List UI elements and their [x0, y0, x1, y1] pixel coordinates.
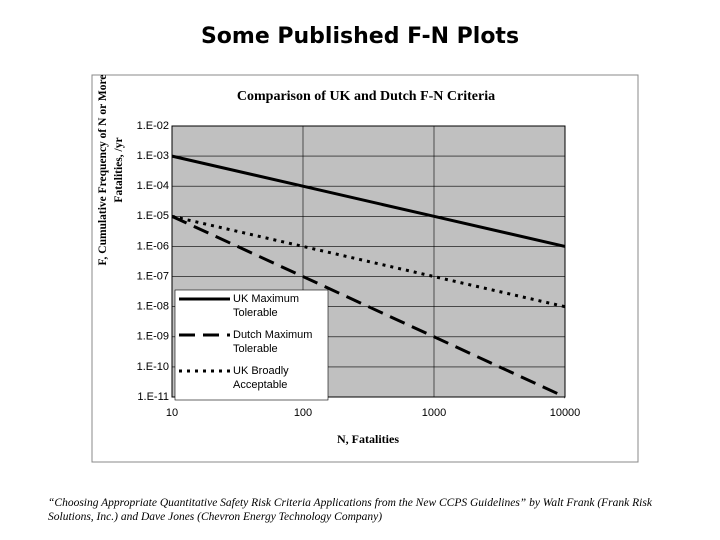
chart-title: Comparison of UK and Dutch F-N Criteria	[237, 89, 495, 104]
y-axis-label-box: F, Cumulative Frequency of N or More Fat…	[97, 74, 125, 266]
slide-title: Some Published F-N Plots	[200, 24, 520, 49]
y-tick-label: 1.E-06	[137, 240, 169, 252]
x-tick-label: 10	[166, 407, 178, 419]
series-line	[171, 154, 566, 248]
x-axis-label: N, Fatalities	[337, 432, 399, 446]
legend-entry: UK Broadly Acceptable	[233, 365, 289, 391]
y-tick-label: 1.E-07	[137, 270, 169, 282]
legend-label: UK Broadly Acceptable	[233, 365, 289, 391]
y-tick-label: 1.E-05	[137, 210, 169, 222]
legend-label: Dutch Maximum Tolerable	[233, 329, 313, 355]
y-tick-label: 1.E-04	[137, 180, 169, 192]
y-tick-label: 1.E-03	[137, 150, 169, 162]
series-line	[171, 214, 566, 399]
x-tick-label: 1000	[422, 407, 446, 419]
footnote: “Choosing Appropriate Quantitative Safet…	[48, 497, 652, 523]
legend-box	[174, 289, 329, 401]
y-tick-label: 1.E-08	[137, 301, 169, 313]
legend-label: UK Maximum Tolerable	[233, 293, 300, 319]
y-tick-label: 1.E-09	[137, 331, 169, 343]
x-tick-label: 10000	[550, 407, 581, 419]
y-axis-label: F, Cumulative Frequency of N or More Fat…	[97, 74, 125, 266]
legend-entry: Dutch Maximum Tolerable	[233, 329, 313, 355]
x-tick-label: 100	[294, 407, 312, 419]
legend-entry: UK Maximum Tolerable	[233, 293, 300, 319]
y-tick-label: 1.E-11	[137, 391, 169, 403]
series-line	[171, 214, 566, 309]
y-tick-label: 1.E-02	[137, 120, 169, 132]
y-tick-label: 1.E-10	[137, 361, 169, 373]
